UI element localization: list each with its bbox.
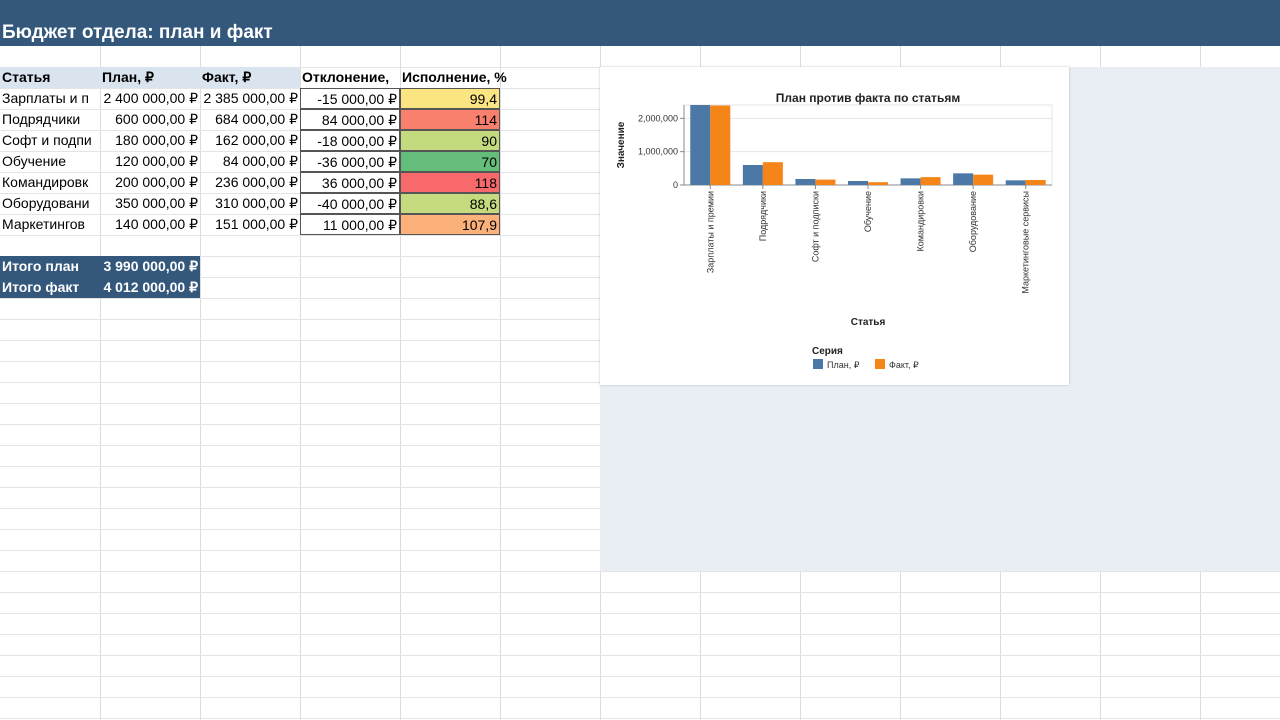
column-header[interactable]: Исполнение, %	[402, 69, 507, 85]
total-label[interactable]: Итого факт	[0, 277, 100, 298]
total-label[interactable]: Итого план	[0, 256, 100, 277]
row-name-cell[interactable]: Маркетингов	[2, 216, 85, 232]
grid-row-line	[0, 697, 1280, 698]
deviation-cell[interactable]: -15 000,00 ₽	[300, 88, 400, 109]
x-tick-label: Обучение	[863, 191, 873, 232]
bar	[795, 179, 816, 185]
bar	[815, 179, 836, 185]
chart-card[interactable]: План против факта по статьям 2,000,000 1,0…	[600, 67, 1069, 385]
grid-row-line	[0, 655, 1280, 656]
grid-column-line	[200, 46, 201, 720]
fact-cell[interactable]: 162 000,00 ₽	[215, 132, 298, 148]
bar	[848, 181, 868, 185]
legend-swatch	[813, 359, 823, 369]
grid-row-line	[0, 613, 1280, 614]
sheet-title: Бюджет отдела: план и факт	[2, 22, 273, 43]
legend-label: Факт, ₽	[889, 360, 919, 370]
plot-frame	[683, 104, 1053, 186]
grid-row-line	[0, 676, 1280, 677]
x-tick-label: Зарплаты и премии	[705, 191, 715, 273]
row-name-cell[interactable]: Подрядчики	[2, 111, 81, 127]
x-axis-label: Статья	[851, 317, 886, 328]
row-name-cell[interactable]: Оборудовани	[2, 195, 90, 211]
deviation-cell[interactable]: 36 000,00 ₽	[300, 172, 400, 193]
grid-row-line	[0, 634, 1280, 635]
fact-cell[interactable]: 684 000,00 ₽	[215, 111, 298, 127]
legend-swatch	[875, 359, 885, 369]
bar	[690, 105, 711, 185]
fact-cell[interactable]: 151 000,00 ₽	[215, 216, 298, 232]
column-header[interactable]: Отклонение,	[302, 69, 390, 85]
plan-cell[interactable]: 180 000,00 ₽	[115, 132, 198, 148]
total-value[interactable]: 4 012 000,00 ₽	[100, 277, 200, 298]
row-name-cell[interactable]: Софт и подпи	[2, 132, 92, 148]
row-name-cell[interactable]: Командировк	[2, 174, 89, 190]
bar	[1005, 180, 1026, 185]
grid-column-line	[500, 46, 501, 720]
execution-cell[interactable]: 118	[400, 172, 500, 193]
title-bar: Бюджет отдела: план и факт	[0, 0, 1280, 46]
bar	[973, 174, 994, 185]
chart-title: План против факта по статьям	[776, 91, 961, 105]
x-tick-label: Командировки	[916, 191, 926, 251]
plan-cell[interactable]: 2 400 000,00 ₽	[103, 90, 198, 106]
plan-cell[interactable]: 120 000,00 ₽	[115, 153, 198, 169]
plan-cell[interactable]: 600 000,00 ₽	[115, 111, 198, 127]
bar	[868, 182, 888, 185]
y-tick-label: 2,000,000	[638, 113, 678, 123]
column-header[interactable]: План, ₽	[100, 67, 200, 88]
grid-column-line	[400, 46, 401, 720]
row-name-cell[interactable]: Обучение	[2, 153, 67, 169]
execution-cell[interactable]: 88,6	[400, 193, 500, 214]
plan-cell[interactable]: 200 000,00 ₽	[115, 174, 198, 190]
execution-cell[interactable]: 90	[400, 130, 500, 151]
column-header[interactable]: Статья	[0, 67, 100, 88]
grid-column-line	[100, 46, 101, 720]
deviation-cell[interactable]: -36 000,00 ₽	[300, 151, 400, 172]
bar	[900, 178, 921, 185]
bar	[742, 165, 763, 185]
total-value[interactable]: 3 990 000,00 ₽	[100, 256, 200, 277]
grid-row-line	[0, 718, 1280, 719]
x-tick-label: Подрядчики	[758, 191, 768, 241]
deviation-cell[interactable]: 11 000,00 ₽	[300, 214, 400, 235]
legend-label: План, ₽	[827, 360, 860, 370]
deviation-cell[interactable]: -18 000,00 ₽	[300, 130, 400, 151]
legend-title: Серия	[812, 346, 843, 357]
y-axis-label: Значение	[616, 121, 627, 168]
execution-cell[interactable]: 70	[400, 151, 500, 172]
bar	[710, 105, 731, 185]
y-tick-label: 0	[673, 180, 678, 190]
grid-row-line	[0, 592, 1280, 593]
grid-column-line	[300, 46, 301, 720]
fact-cell[interactable]: 84 000,00 ₽	[222, 153, 298, 169]
execution-cell[interactable]: 99,4	[400, 88, 500, 109]
fact-cell[interactable]: 2 385 000,00 ₽	[203, 90, 298, 106]
deviation-cell[interactable]: 84 000,00 ₽	[300, 109, 400, 130]
x-tick-label: Софт и подписки	[810, 191, 820, 262]
y-tick-label: 1,000,000	[638, 147, 678, 157]
plan-cell[interactable]: 350 000,00 ₽	[115, 195, 198, 211]
execution-cell[interactable]: 114	[400, 109, 500, 130]
row-name-cell[interactable]: Зарплаты и п	[2, 90, 89, 106]
bar	[953, 173, 974, 185]
bar	[920, 177, 941, 185]
execution-cell[interactable]: 107,9	[400, 214, 500, 235]
fact-cell[interactable]: 236 000,00 ₽	[215, 174, 298, 190]
column-header[interactable]: Факт, ₽	[200, 67, 300, 88]
x-tick-label: Маркетинговые сервисы	[1021, 191, 1031, 294]
bar	[762, 162, 783, 185]
grid-row-line	[0, 571, 1280, 572]
fact-cell[interactable]: 310 000,00 ₽	[215, 195, 298, 211]
bar	[1025, 179, 1046, 185]
deviation-cell[interactable]: -40 000,00 ₽	[300, 193, 400, 214]
plan-cell[interactable]: 140 000,00 ₽	[115, 216, 198, 232]
x-tick-label: Оборудование	[968, 191, 978, 252]
bar-chart: План против факта по статьям 2,000,000 1,0…	[616, 91, 1053, 370]
